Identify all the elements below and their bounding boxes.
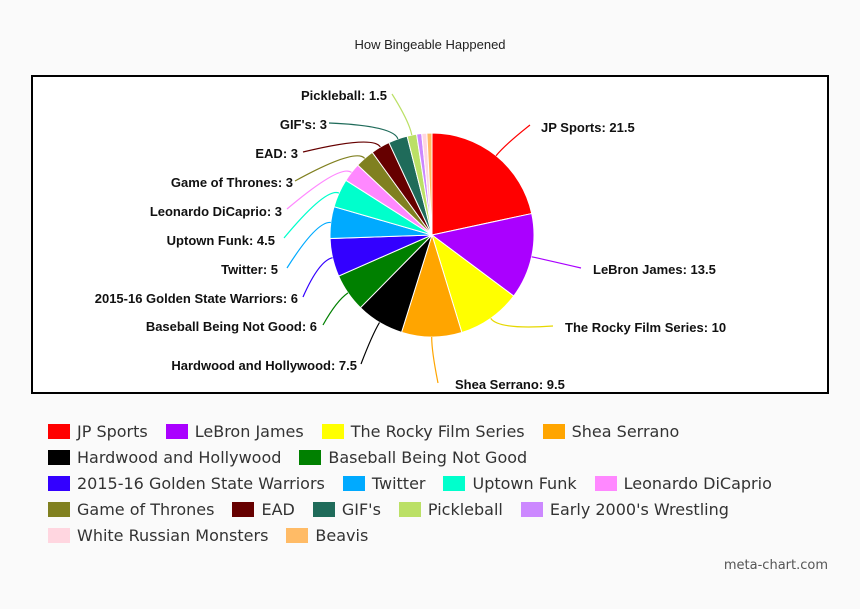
leader-line bbox=[431, 336, 439, 384]
legend-label: Beavis bbox=[315, 525, 369, 545]
legend-swatch bbox=[312, 501, 335, 517]
slice-label: 2015-16 Golden State Warriors: 6 bbox=[95, 291, 298, 306]
legend-swatch bbox=[594, 475, 617, 491]
legend-label: Pickleball bbox=[427, 499, 503, 519]
legend-item: Twitter bbox=[342, 473, 426, 493]
legend-item: Leonardo DiCaprio bbox=[594, 473, 772, 493]
legend-swatch bbox=[321, 423, 344, 439]
leader-line bbox=[286, 221, 331, 269]
legend-item: Game of Thrones bbox=[48, 500, 214, 519]
legend-label: GIF's bbox=[341, 499, 381, 519]
leader-line bbox=[391, 93, 413, 136]
legend-swatch bbox=[48, 501, 70, 517]
chart-title: How Bingeable Happened bbox=[354, 37, 506, 52]
leader-line bbox=[283, 191, 340, 239]
legend-swatch bbox=[48, 449, 70, 465]
legend-swatch bbox=[48, 475, 70, 491]
legend-swatch bbox=[165, 423, 188, 439]
legend-item: Early 2000's Wrestling bbox=[520, 499, 729, 519]
legend-label: Twitter bbox=[371, 473, 426, 493]
legend-label: Baseball Being Not Good bbox=[328, 447, 528, 467]
legend-swatch bbox=[48, 423, 70, 439]
legend-label: Leonardo DiCaprio bbox=[623, 473, 772, 493]
slice-label: Uptown Funk: 4.5 bbox=[167, 233, 275, 248]
leader-line bbox=[360, 322, 381, 365]
pie-chart: JP Sports: 21.5 LeBron James: 13.5 The Roc… bbox=[95, 88, 726, 392]
legend-item: LeBron James bbox=[165, 421, 304, 441]
legend-label: 2015-16 Golden State Warriors bbox=[77, 473, 325, 493]
legend-item: Baseball Being Not Good bbox=[299, 448, 527, 467]
legend-item: Uptown Funk bbox=[443, 473, 577, 493]
legend-swatch bbox=[232, 501, 255, 517]
slice-label: LeBron James: 13.5 bbox=[593, 262, 716, 277]
legend-label: Game of Thrones bbox=[77, 499, 215, 519]
legend-row: JP Sports LeBron James The Rocky Film Seri… bbox=[48, 418, 838, 444]
legend-item: White Russian Monsters bbox=[48, 526, 268, 545]
legend-item: Beavis bbox=[286, 526, 368, 545]
legend-item: The Rocky Film Series bbox=[321, 421, 525, 441]
legend-label: White Russian Monsters bbox=[77, 525, 269, 545]
legend-swatch bbox=[286, 527, 309, 543]
leader-line bbox=[495, 124, 531, 157]
legend: JP Sports LeBron James The Rocky Film Seri… bbox=[48, 418, 838, 548]
legend-item: 2015-16 Golden State Warriors bbox=[48, 474, 325, 493]
slice-label: EAD: 3 bbox=[255, 146, 298, 161]
slice-label: Leonardo DiCaprio: 3 bbox=[150, 204, 282, 219]
legend-swatch bbox=[398, 501, 421, 517]
legend-swatch bbox=[542, 423, 565, 439]
legend-label: JP Sports bbox=[77, 421, 148, 441]
legend-row: Game of Thrones EAD GIF's Pickleball Early 2… bbox=[48, 496, 838, 522]
leader-line bbox=[490, 317, 554, 328]
legend-label: Uptown Funk bbox=[472, 473, 577, 493]
legend-item: EAD bbox=[232, 499, 295, 519]
legend-label: The Rocky Film Series bbox=[350, 421, 525, 441]
leader-line bbox=[302, 141, 381, 153]
leader-line bbox=[531, 256, 582, 269]
pie-slice bbox=[426, 132, 433, 236]
leader-line bbox=[328, 122, 399, 140]
legend-swatch bbox=[342, 475, 365, 491]
legend-swatch bbox=[299, 449, 322, 465]
legend-label: Hardwood and Hollywood bbox=[77, 447, 282, 467]
legend-label: Shea Serrano bbox=[571, 421, 680, 441]
legend-item: GIF's bbox=[312, 499, 381, 519]
leader-line bbox=[322, 292, 349, 326]
legend-item: JP Sports bbox=[48, 422, 148, 441]
leader-line bbox=[302, 257, 333, 298]
slice-label: Twitter: 5 bbox=[221, 262, 278, 277]
footer-credit: meta-chart.com bbox=[723, 558, 828, 573]
legend-swatch bbox=[443, 475, 466, 491]
legend-row: 2015-16 Golden State Warriors Twitter Upto… bbox=[48, 470, 838, 496]
pie-slice bbox=[431, 132, 533, 236]
slice-label: JP Sports: 21.5 bbox=[541, 120, 635, 135]
legend-label: LeBron James bbox=[194, 421, 304, 441]
legend-row: White Russian Monsters Beavis bbox=[48, 522, 838, 548]
slice-label: Shea Serrano: 9.5 bbox=[455, 377, 565, 392]
slice-label: Baseball Being Not Good: 6 bbox=[146, 319, 317, 334]
slice-label: Hardwood and Hollywood: 7.5 bbox=[171, 358, 357, 373]
pie-slice bbox=[430, 212, 535, 297]
pie-frame: JP Sports: 21.5 LeBron James: 13.5 The Roc… bbox=[31, 75, 829, 394]
legend-label: Early 2000's Wrestling bbox=[549, 499, 729, 519]
legend-swatch bbox=[48, 527, 70, 543]
slice-label: GIF's: 3 bbox=[280, 117, 327, 132]
slice-label: The Rocky Film Series: 10 bbox=[565, 320, 726, 335]
leader-line bbox=[294, 155, 366, 182]
legend-label: EAD bbox=[261, 499, 295, 519]
legend-item: Pickleball bbox=[398, 499, 503, 519]
legend-item: Hardwood and Hollywood bbox=[48, 448, 281, 467]
slice-label: Game of Thrones: 3 bbox=[171, 175, 293, 190]
slice-label: Pickleball: 1.5 bbox=[301, 88, 387, 103]
legend-row: Hardwood and Hollywood Baseball Being Not… bbox=[48, 444, 838, 470]
leader-line bbox=[286, 170, 352, 210]
legend-item: Shea Serrano bbox=[542, 421, 680, 441]
legend-swatch bbox=[520, 501, 543, 517]
